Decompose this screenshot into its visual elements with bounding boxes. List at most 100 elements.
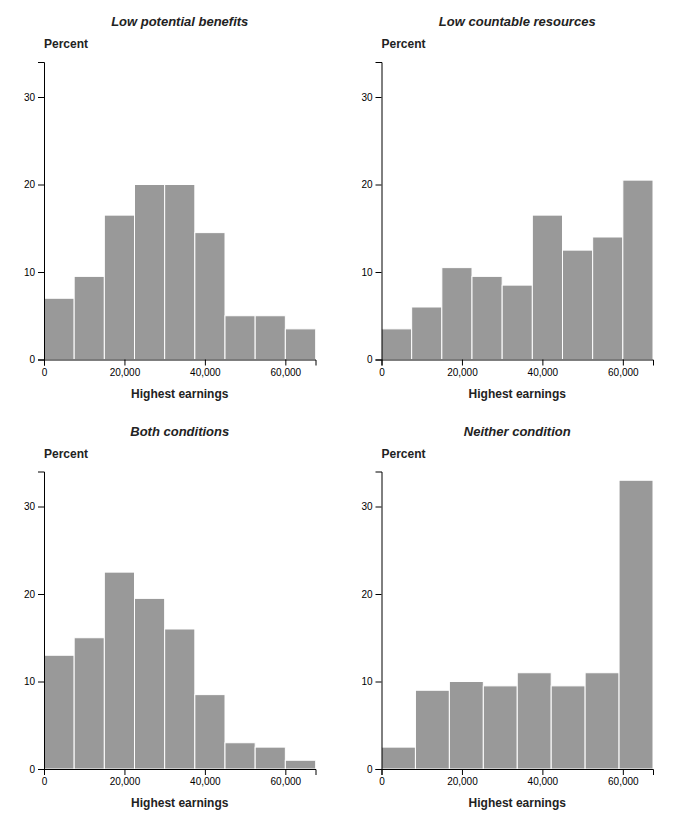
y-tick-label: 0 <box>367 354 373 365</box>
y-tick: 30 <box>24 92 44 103</box>
y-tick-mark <box>376 97 382 98</box>
y-axis-label: Percent <box>382 447 426 461</box>
x-tick: 40,000 <box>528 360 559 378</box>
y-axis-line <box>38 472 45 770</box>
y-tick-label: 20 <box>361 179 373 190</box>
x-axis-line <box>382 770 654 776</box>
bar <box>74 276 104 359</box>
x-tick: 0 <box>379 360 385 378</box>
y-tick: 20 <box>24 179 44 190</box>
bar <box>225 316 255 360</box>
y-tick: 30 <box>361 92 381 103</box>
bars <box>44 185 316 360</box>
y-tick: 10 <box>24 676 44 687</box>
x-tick: 0 <box>42 769 48 787</box>
y-tick-mark <box>376 507 382 508</box>
x-tick-mark <box>623 769 624 775</box>
x-tick-label: 20,000 <box>110 776 141 787</box>
y-tick-mark <box>38 360 44 361</box>
y-tick: 0 <box>29 354 44 365</box>
y-tick-label: 20 <box>361 589 373 600</box>
y-tick-mark <box>38 507 44 508</box>
y-tick-mark <box>376 185 382 186</box>
x-axis-label: Highest earnings <box>469 796 567 810</box>
y-tick-label: 30 <box>24 501 36 512</box>
x-tick-mark <box>542 360 543 366</box>
y-tick: 30 <box>361 501 381 512</box>
y-tick-label: 10 <box>361 267 373 278</box>
bar <box>285 329 315 360</box>
y-tick-mark <box>38 769 44 770</box>
panel: 020,00040,00060,0000102030Low potential … <box>24 14 316 401</box>
x-tick-label: 0 <box>42 776 48 787</box>
x-tick-label: 20,000 <box>447 367 478 378</box>
bar <box>619 480 653 769</box>
y-axis-line <box>376 63 383 361</box>
bar <box>225 743 255 769</box>
y-tick: 20 <box>361 589 381 600</box>
x-tick: 0 <box>42 360 48 378</box>
x-tick-label: 40,000 <box>528 776 559 787</box>
x-axis-line <box>382 360 654 366</box>
bar <box>483 686 517 769</box>
x-tick-mark <box>205 360 206 366</box>
x-axis-label: Highest earnings <box>131 796 229 810</box>
panel: 020,00040,00060,0000102030Both condition… <box>24 424 316 811</box>
y-tick: 0 <box>367 354 382 365</box>
y-tick: 30 <box>24 501 44 512</box>
x-tick: 60,000 <box>608 360 639 378</box>
y-tick-label: 20 <box>24 179 36 190</box>
bar <box>412 307 442 360</box>
figure: 0 20,000 40,000 60,000 0 10 20 30 Low potential … <box>0 0 675 819</box>
x-tick-label: 20,000 <box>447 776 478 787</box>
bar <box>623 180 653 359</box>
y-tick-label: 0 <box>29 354 35 365</box>
bar <box>382 747 416 769</box>
y-axis: 0102030 <box>24 63 45 366</box>
y-axis: 0 10 20 30 <box>361 63 382 366</box>
bar <box>195 233 225 360</box>
bar <box>415 690 449 769</box>
x-axis-label: Highest earnings <box>469 387 567 401</box>
x-tick-label: 60,000 <box>608 367 639 378</box>
bar <box>532 215 562 359</box>
y-tick-mark <box>376 272 382 273</box>
y-tick-label: 20 <box>24 589 36 600</box>
title: Low countable resources <box>439 14 596 29</box>
y-tick-label: 0 <box>367 764 373 775</box>
y-tick-mark <box>38 682 44 683</box>
bar <box>44 655 74 769</box>
y-axis-label: Percent <box>382 37 426 51</box>
x-tick-label: 60,000 <box>271 367 302 378</box>
x-tick: 20,000 <box>110 360 141 378</box>
bar <box>563 250 593 359</box>
y-tick-mark <box>38 185 44 186</box>
x-tick-mark <box>462 769 463 775</box>
y-tick-mark <box>38 272 44 273</box>
x-axis: 0 20,000 40,000 60,000 <box>42 360 316 378</box>
bar <box>285 760 315 769</box>
x-tick-label: 40,000 <box>190 367 221 378</box>
y-tick: 10 <box>361 267 381 278</box>
x-axis-label: Highest earnings <box>131 387 229 401</box>
x-tick: 40,000 <box>190 360 221 378</box>
bar <box>135 185 165 360</box>
bar <box>104 572 134 769</box>
bar <box>74 638 104 769</box>
y-tick: 0 <box>29 764 44 775</box>
y-tick: 20 <box>24 589 44 600</box>
y-tick-label: 10 <box>24 676 36 687</box>
y-tick-mark <box>38 594 44 595</box>
y-axis-label: Percent <box>44 37 88 51</box>
bar <box>165 629 195 769</box>
x-axis: 020,00040,00060,000 <box>42 769 316 787</box>
x-tick-mark <box>124 360 125 366</box>
y-axis-line <box>38 63 45 361</box>
x-tick: 60,000 <box>608 769 639 787</box>
bar <box>442 268 472 360</box>
x-tick: 60,000 <box>271 769 302 787</box>
y-tick-label: 10 <box>361 676 373 687</box>
title: Low potential benefits <box>111 14 248 29</box>
x-tick-label: 40,000 <box>528 367 559 378</box>
y-tick-label: 30 <box>24 92 36 103</box>
